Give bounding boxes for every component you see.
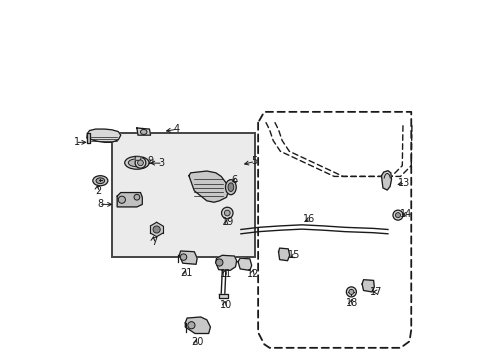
Ellipse shape bbox=[128, 159, 145, 167]
Circle shape bbox=[153, 226, 160, 233]
Polygon shape bbox=[156, 226, 163, 233]
Text: 13: 13 bbox=[397, 178, 409, 188]
Polygon shape bbox=[185, 317, 210, 333]
Circle shape bbox=[180, 254, 186, 260]
Polygon shape bbox=[150, 229, 156, 237]
Text: 19: 19 bbox=[221, 217, 233, 227]
Text: 1: 1 bbox=[74, 138, 80, 147]
Polygon shape bbox=[238, 258, 251, 270]
Polygon shape bbox=[86, 134, 90, 143]
Text: 21: 21 bbox=[180, 267, 192, 278]
Text: 5: 5 bbox=[250, 156, 256, 166]
Text: 4: 4 bbox=[173, 124, 179, 134]
Polygon shape bbox=[215, 255, 236, 270]
Text: 15: 15 bbox=[287, 250, 300, 260]
Polygon shape bbox=[156, 229, 163, 237]
Text: 2: 2 bbox=[95, 186, 101, 196]
Polygon shape bbox=[135, 157, 141, 160]
Polygon shape bbox=[188, 171, 228, 202]
Text: 14: 14 bbox=[399, 209, 411, 219]
Text: 17: 17 bbox=[369, 287, 382, 297]
Ellipse shape bbox=[225, 180, 236, 195]
Polygon shape bbox=[150, 226, 156, 233]
Circle shape bbox=[348, 289, 353, 294]
Circle shape bbox=[392, 210, 402, 220]
Text: 18: 18 bbox=[345, 298, 358, 308]
Circle shape bbox=[215, 259, 223, 266]
Ellipse shape bbox=[96, 178, 104, 184]
Polygon shape bbox=[219, 294, 228, 298]
Polygon shape bbox=[362, 280, 373, 292]
Text: 20: 20 bbox=[191, 337, 203, 347]
Text: 3: 3 bbox=[158, 158, 164, 168]
Text: 9: 9 bbox=[147, 156, 153, 166]
Circle shape bbox=[118, 196, 125, 203]
Ellipse shape bbox=[227, 183, 233, 192]
Polygon shape bbox=[137, 128, 150, 135]
Text: 7: 7 bbox=[151, 237, 157, 247]
Polygon shape bbox=[156, 222, 163, 229]
Circle shape bbox=[224, 210, 230, 216]
Circle shape bbox=[395, 213, 400, 218]
Text: 11: 11 bbox=[219, 269, 231, 279]
Circle shape bbox=[346, 287, 356, 297]
Circle shape bbox=[135, 157, 145, 168]
Text: 12: 12 bbox=[247, 269, 259, 279]
Circle shape bbox=[221, 207, 233, 219]
Text: 10: 10 bbox=[219, 300, 231, 310]
Ellipse shape bbox=[93, 176, 108, 186]
Circle shape bbox=[187, 321, 195, 329]
Ellipse shape bbox=[140, 130, 147, 134]
Polygon shape bbox=[278, 248, 289, 261]
Polygon shape bbox=[117, 193, 142, 207]
Text: 6: 6 bbox=[231, 175, 237, 185]
Ellipse shape bbox=[124, 156, 149, 169]
FancyBboxPatch shape bbox=[112, 134, 255, 257]
Polygon shape bbox=[381, 171, 391, 190]
Circle shape bbox=[137, 160, 143, 166]
Polygon shape bbox=[86, 129, 121, 142]
Text: 16: 16 bbox=[302, 214, 315, 224]
Polygon shape bbox=[150, 222, 156, 229]
Circle shape bbox=[134, 194, 140, 200]
Text: 8: 8 bbox=[97, 199, 103, 210]
Polygon shape bbox=[179, 251, 197, 264]
